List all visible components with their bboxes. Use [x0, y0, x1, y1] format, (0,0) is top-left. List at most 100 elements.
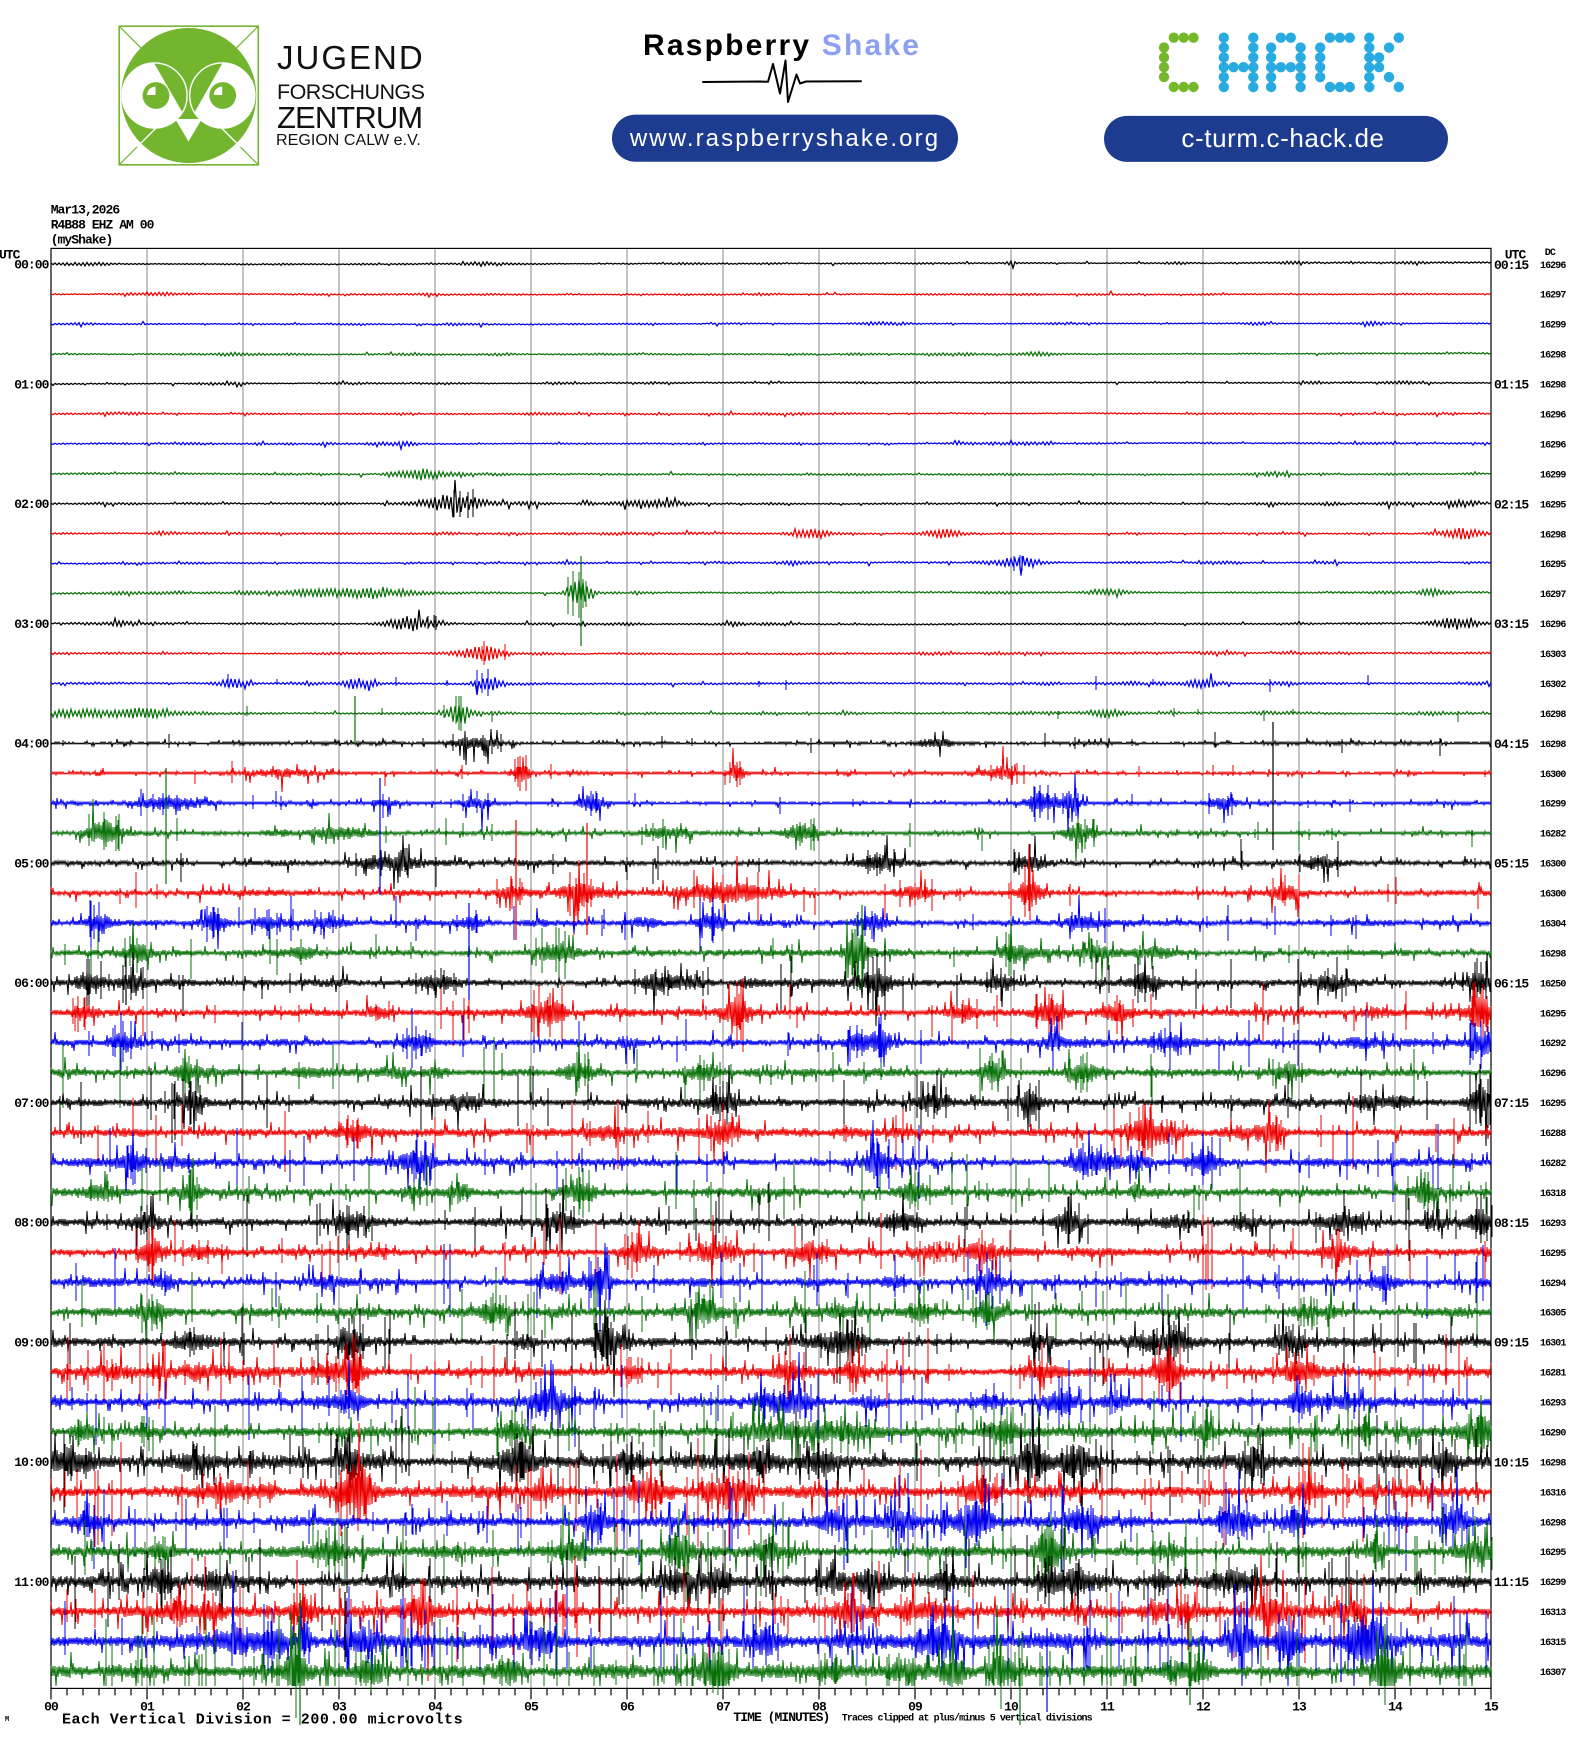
svg-text:10: 10	[1004, 1700, 1019, 1715]
svg-text:16305: 16305	[1540, 1309, 1566, 1320]
svg-text:16313: 16313	[1540, 1608, 1566, 1619]
svg-text:16281: 16281	[1540, 1369, 1566, 1380]
svg-text:Traces clipped at plus/minus 5: Traces clipped at plus/minus 5 vertical …	[842, 1713, 1093, 1725]
svg-text:16303: 16303	[1540, 650, 1566, 661]
svg-text:www.raspberryshake.org: www.raspberryshake.org	[629, 125, 940, 152]
svg-text:14: 14	[1388, 1700, 1403, 1715]
svg-text:11:15: 11:15	[1494, 1575, 1529, 1590]
svg-text:07:15: 07:15	[1494, 1096, 1529, 1111]
svg-text:10:15: 10:15	[1494, 1455, 1529, 1470]
svg-text:16288: 16288	[1540, 1129, 1566, 1140]
svg-text:08:15: 08:15	[1494, 1216, 1529, 1231]
svg-text:16297: 16297	[1540, 590, 1566, 601]
svg-text:16298: 16298	[1540, 530, 1566, 541]
svg-text:00: 00	[44, 1700, 59, 1715]
svg-text:16307: 16307	[1540, 1668, 1566, 1679]
svg-text:16298: 16298	[1540, 381, 1566, 392]
svg-text:16318: 16318	[1540, 1189, 1566, 1200]
svg-text:16316: 16316	[1540, 1488, 1566, 1499]
svg-text:JUGEND: JUGEND	[277, 39, 425, 76]
svg-text:06: 06	[620, 1700, 635, 1715]
svg-text:16296: 16296	[1540, 411, 1566, 422]
svg-text:ZENTRUM: ZENTRUM	[277, 100, 422, 135]
svg-text:16301: 16301	[1540, 1339, 1566, 1350]
svg-text:06:00: 06:00	[14, 976, 49, 991]
svg-text:05: 05	[524, 1700, 539, 1715]
svg-text:07: 07	[716, 1700, 730, 1715]
svg-text:00:00: 00:00	[14, 258, 49, 273]
svg-text:16295: 16295	[1540, 1548, 1566, 1559]
svg-text:15: 15	[1484, 1700, 1499, 1715]
svg-text:16298: 16298	[1540, 710, 1566, 721]
svg-text:08: 08	[812, 1700, 827, 1715]
svg-text:DC: DC	[1545, 248, 1556, 259]
svg-text:04: 04	[428, 1700, 443, 1715]
svg-text:16299: 16299	[1540, 1578, 1566, 1589]
svg-text:16296: 16296	[1540, 1069, 1566, 1080]
svg-text:16299: 16299	[1540, 470, 1566, 481]
svg-text:16296: 16296	[1540, 440, 1566, 451]
svg-text:11: 11	[1100, 1700, 1115, 1715]
svg-text:16295: 16295	[1540, 500, 1566, 511]
svg-text:09: 09	[908, 1700, 923, 1715]
svg-text:02:15: 02:15	[1494, 497, 1529, 512]
svg-text:c-turm.c-hack.de: c-turm.c-hack.de	[1181, 123, 1384, 153]
svg-text:02: 02	[236, 1700, 251, 1715]
svg-text:UTC: UTC	[1505, 247, 1527, 262]
svg-text:FORSCHUNGS: FORSCHUNGS	[277, 80, 425, 104]
svg-text:16293: 16293	[1540, 1219, 1566, 1230]
svg-text:Each Vertical Division = 200.: Each Vertical Division = 200.00 microvol…	[62, 1712, 463, 1729]
svg-text:16295: 16295	[1540, 560, 1566, 571]
svg-text:16293: 16293	[1540, 1399, 1566, 1410]
svg-text:TIME (MINUTES): TIME (MINUTES)	[733, 1710, 829, 1725]
svg-text:05:00: 05:00	[14, 856, 49, 871]
svg-text:03: 03	[332, 1700, 347, 1715]
svg-text:11:00: 11:00	[14, 1575, 49, 1590]
svg-text:08:00: 08:00	[14, 1216, 49, 1231]
svg-text:16296: 16296	[1540, 261, 1566, 272]
svg-text:07:00: 07:00	[14, 1096, 49, 1111]
svg-text:16300: 16300	[1540, 890, 1566, 901]
svg-text:16298: 16298	[1540, 740, 1566, 751]
svg-text:16294: 16294	[1540, 1279, 1566, 1290]
svg-text:Raspberry Shake: Raspberry Shake	[643, 29, 921, 62]
svg-text:06:15: 06:15	[1494, 976, 1529, 991]
svg-text:01:00: 01:00	[14, 377, 49, 392]
svg-text:16296: 16296	[1540, 620, 1566, 631]
svg-text:16282: 16282	[1540, 830, 1566, 841]
svg-text:16304: 16304	[1540, 920, 1566, 931]
svg-text:05:15: 05:15	[1494, 857, 1529, 872]
svg-text:16302: 16302	[1540, 680, 1566, 691]
svg-text:16295: 16295	[1540, 1099, 1566, 1110]
svg-text:16297: 16297	[1540, 291, 1566, 302]
svg-text:16298: 16298	[1540, 949, 1566, 960]
svg-text:R4B88 EHZ AM 00: R4B88 EHZ AM 00	[51, 217, 155, 232]
svg-text:16298: 16298	[1540, 351, 1566, 362]
svg-text:16292: 16292	[1540, 1039, 1566, 1050]
svg-text:16299: 16299	[1540, 321, 1566, 332]
svg-text:03:00: 03:00	[14, 617, 49, 632]
svg-text:16282: 16282	[1540, 1159, 1566, 1170]
svg-text:03:15: 03:15	[1494, 617, 1529, 632]
svg-text:16295: 16295	[1540, 1249, 1566, 1260]
svg-text:04:15: 04:15	[1494, 737, 1529, 752]
svg-text:01:15: 01:15	[1494, 378, 1529, 393]
svg-text:09:15: 09:15	[1494, 1336, 1529, 1351]
svg-text:16298: 16298	[1540, 1458, 1566, 1469]
svg-text:02:00: 02:00	[14, 497, 49, 512]
svg-text:16290: 16290	[1540, 1429, 1566, 1440]
svg-text:16298: 16298	[1540, 1518, 1566, 1529]
svg-text:10:00: 10:00	[14, 1455, 49, 1470]
svg-text:00:15: 00:15	[1494, 258, 1529, 273]
svg-text:16299: 16299	[1540, 800, 1566, 811]
svg-text:(myShake): (myShake)	[51, 232, 113, 247]
svg-text:REGION CALW e.V.: REGION CALW e.V.	[276, 132, 421, 149]
svg-text:16300: 16300	[1540, 860, 1566, 871]
svg-text:13: 13	[1292, 1700, 1307, 1715]
svg-text:09:00: 09:00	[14, 1335, 49, 1350]
svg-text:12: 12	[1196, 1700, 1211, 1715]
svg-text:01: 01	[140, 1700, 155, 1715]
svg-text:Mar13,2026: Mar13,2026	[51, 202, 121, 217]
svg-text:04:00: 04:00	[14, 737, 49, 752]
svg-text:16295: 16295	[1540, 1009, 1566, 1020]
